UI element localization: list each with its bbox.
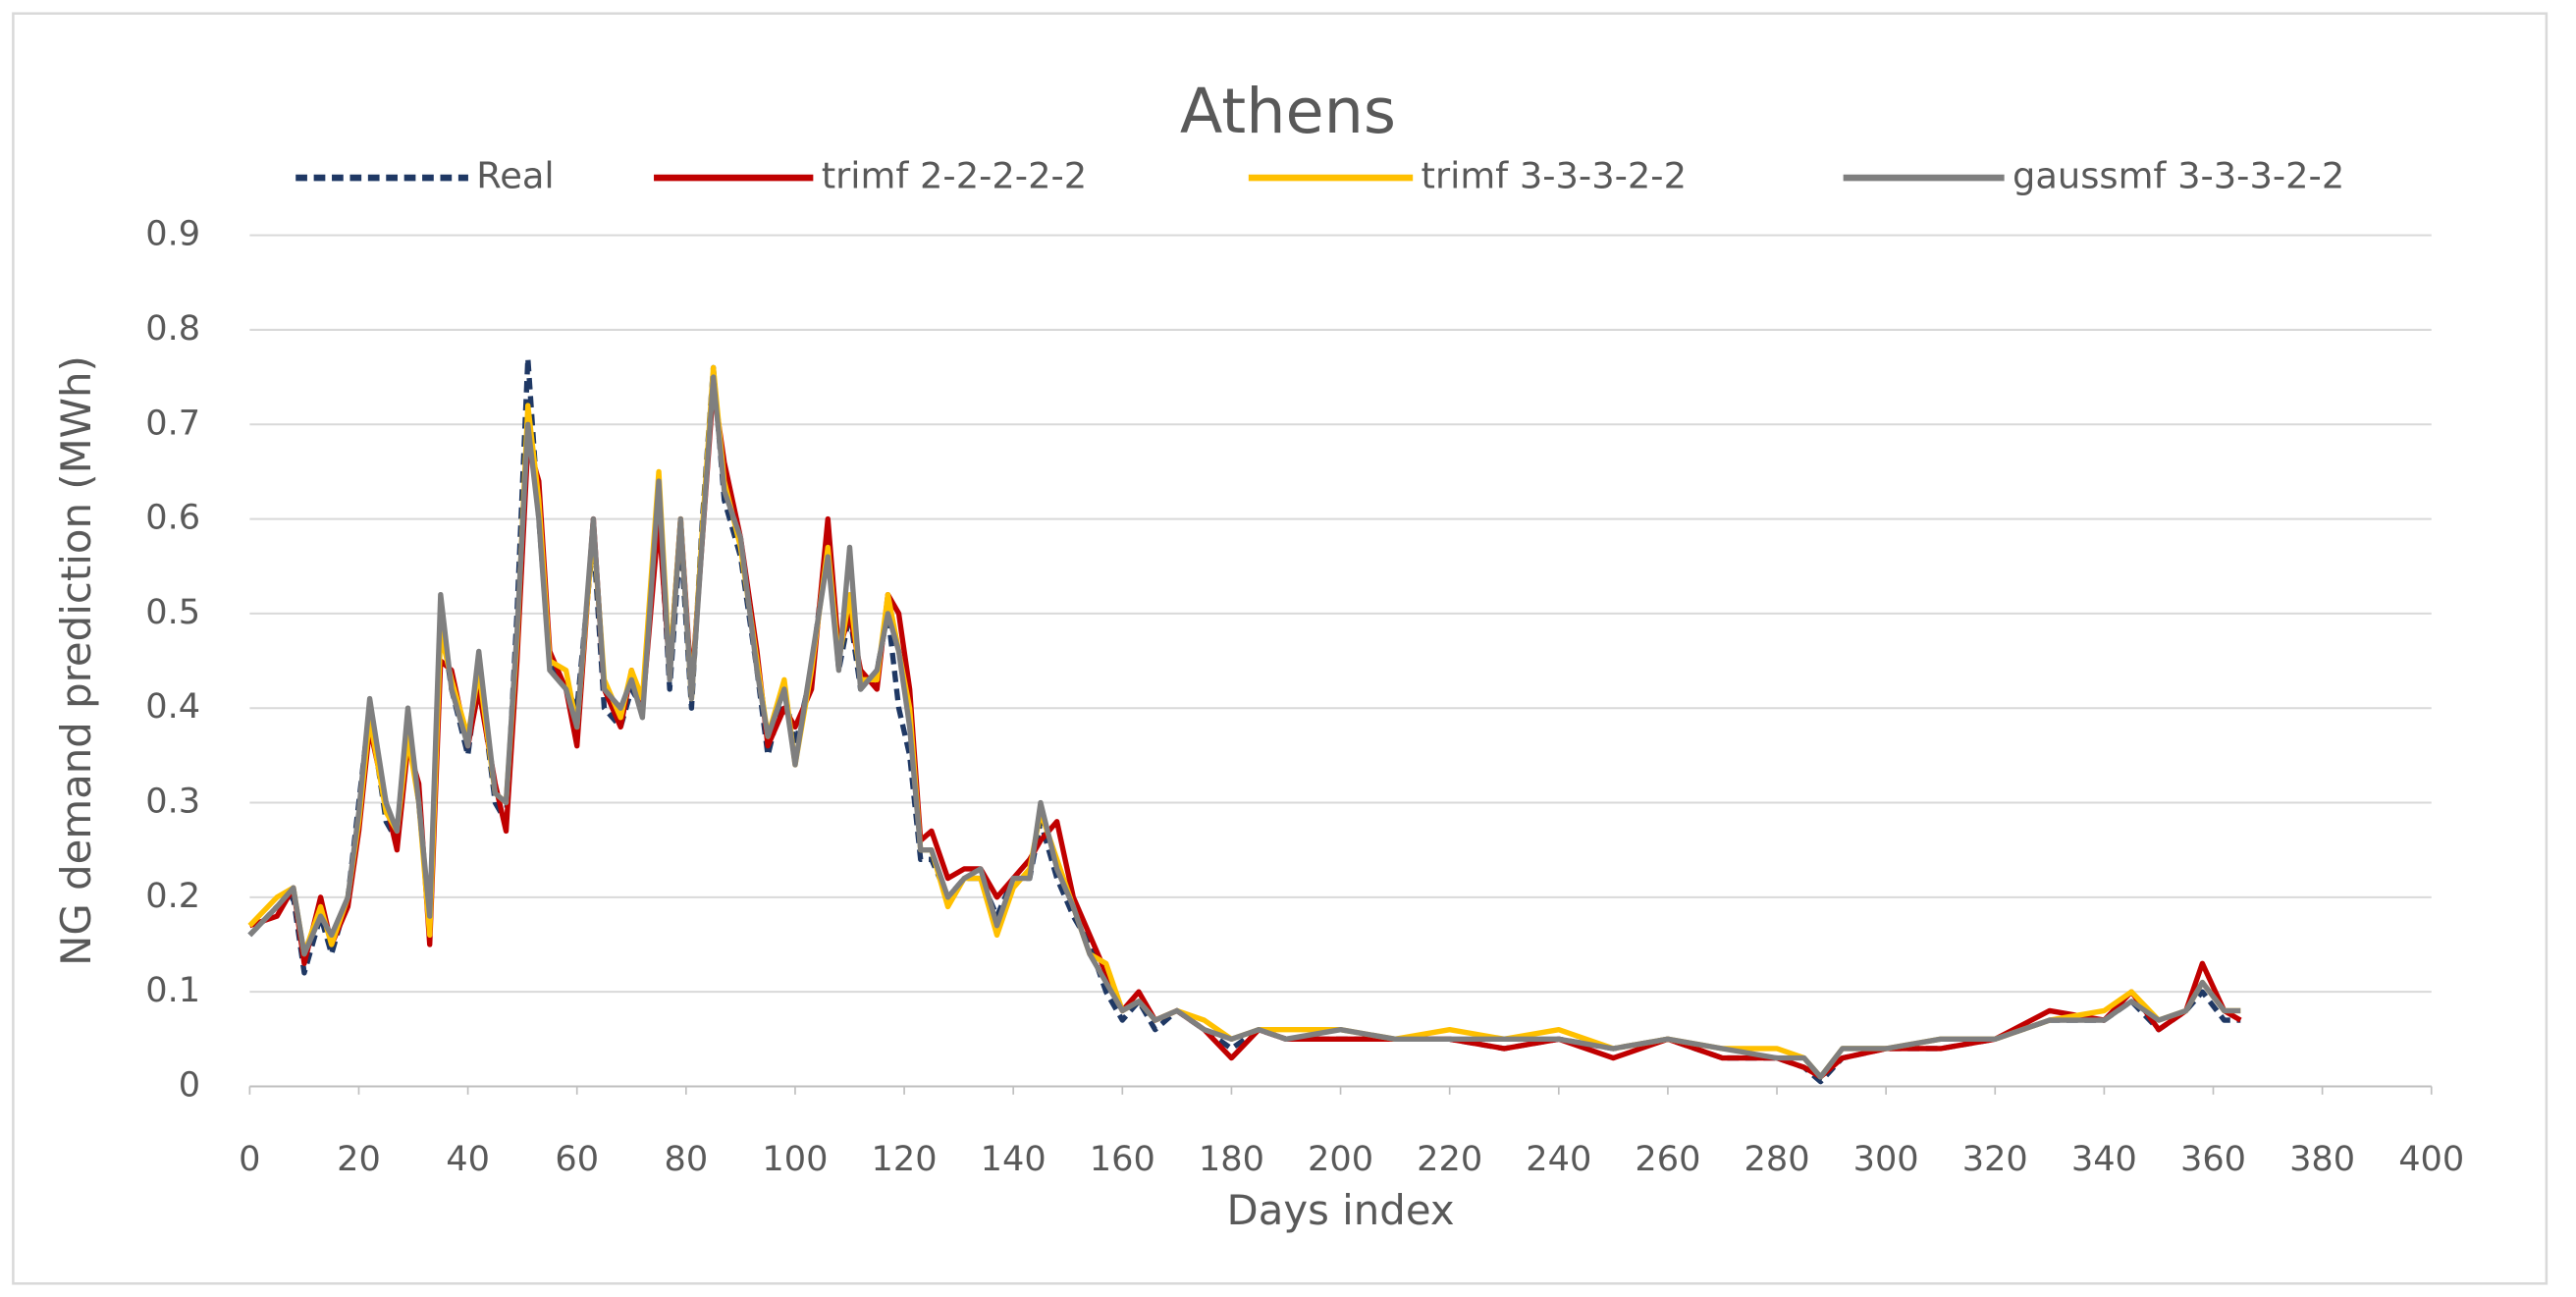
- x-tick-label: 20: [337, 1139, 381, 1179]
- x-tick-label: 140: [981, 1139, 1046, 1179]
- x-tick-label: 100: [762, 1139, 828, 1179]
- x-tick-label: 0: [239, 1139, 260, 1179]
- y-axis-title: NG demand prediction (MWh): [52, 355, 100, 966]
- x-tick-label: 180: [1199, 1139, 1264, 1179]
- x-axis-title: Days index: [1226, 1186, 1454, 1234]
- chart-title: Athens: [1180, 75, 1396, 147]
- y-tick-label: 0.9: [145, 214, 200, 254]
- x-tick-label: 320: [1962, 1139, 2028, 1179]
- y-tick-label: 0.2: [145, 876, 200, 916]
- x-tick-label: 360: [2180, 1139, 2246, 1179]
- x-tick-label: 280: [1744, 1139, 1810, 1179]
- x-tick-label: 260: [1635, 1139, 1700, 1179]
- x-tick-label: 60: [555, 1139, 599, 1179]
- legend-label: gaussmf 3-3-3-2-2: [2012, 155, 2344, 197]
- x-tick-label: 380: [2289, 1139, 2355, 1179]
- legend-label: trimf 3-3-3-2-2: [1422, 155, 1687, 197]
- x-tick-label: 400: [2398, 1139, 2464, 1179]
- x-tick-label: 80: [664, 1139, 708, 1179]
- y-tick-label: 0.6: [145, 498, 200, 538]
- x-tick-label: 220: [1417, 1139, 1482, 1179]
- y-tick-label: 0.4: [145, 686, 200, 727]
- x-tick-label: 200: [1308, 1139, 1373, 1179]
- legend-label: trimf 2-2-2-2-2: [822, 155, 1087, 197]
- y-tick-label: 0: [179, 1064, 200, 1105]
- series-line: [247, 374, 2241, 1080]
- x-tick-label: 300: [1853, 1139, 1919, 1179]
- x-tick-label: 340: [2071, 1139, 2137, 1179]
- x-tick-label: 240: [1526, 1139, 1591, 1179]
- legend-label: Real: [476, 155, 554, 197]
- y-tick-label: 0.3: [145, 782, 200, 822]
- x-tick-label: 40: [446, 1139, 490, 1179]
- y-tick-label: 0.5: [145, 592, 200, 632]
- y-tick-label: 0.8: [145, 308, 200, 349]
- y-tick-label: 0.1: [145, 970, 200, 1010]
- x-tick-label: 160: [1090, 1139, 1155, 1179]
- x-tick-label: 120: [872, 1139, 938, 1179]
- y-tick-label: 0.7: [145, 403, 200, 443]
- chart-frame: [12, 12, 2549, 1285]
